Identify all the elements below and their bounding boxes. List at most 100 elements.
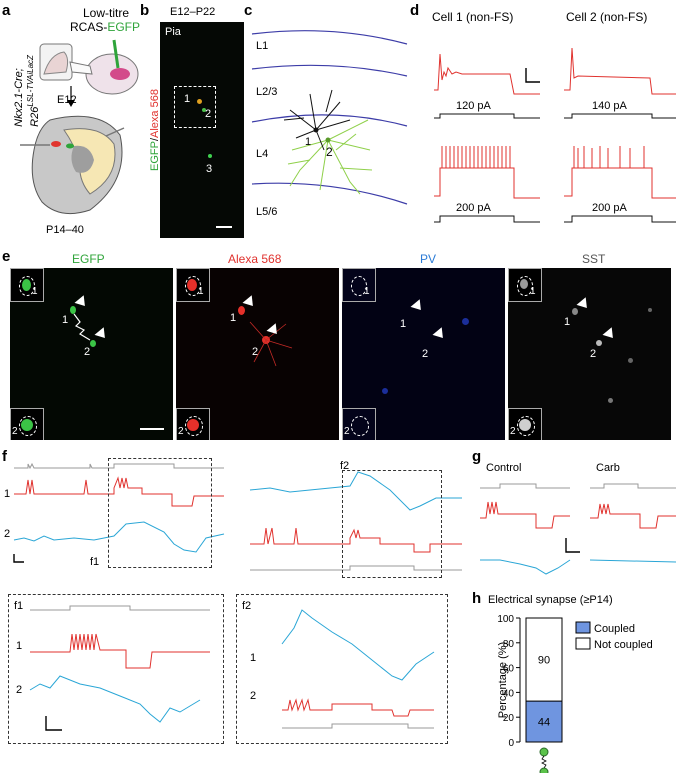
cell1-dot bbox=[197, 99, 202, 104]
roi-box bbox=[174, 86, 216, 128]
zoom-f1-trace2: 2 bbox=[16, 684, 23, 696]
panel-label-e: e bbox=[2, 248, 11, 265]
panel-label-b: b bbox=[140, 2, 150, 19]
cell2-title: Cell 2 (non-FS) bbox=[566, 10, 648, 24]
arrowhead bbox=[576, 297, 592, 312]
alexa-inset2 bbox=[176, 408, 210, 440]
zoom-box-f1 bbox=[108, 458, 212, 568]
inset2-num: 2 bbox=[510, 426, 516, 437]
cell1-label: 1 bbox=[184, 93, 191, 105]
sst-label1: 1 bbox=[564, 316, 571, 328]
arrowhead bbox=[74, 295, 90, 310]
y-tick-label: 40 bbox=[503, 688, 515, 699]
pv-label2: 2 bbox=[422, 348, 429, 360]
legend-swatch bbox=[575, 621, 591, 634]
panel-label-d: d bbox=[410, 2, 420, 19]
zoom-f1-trace1: 1 bbox=[16, 640, 23, 652]
scale-bar bbox=[140, 428, 164, 430]
egfp-cell2 bbox=[90, 340, 96, 347]
y-tick-label: 60 bbox=[503, 664, 515, 675]
pv-cell bbox=[382, 388, 388, 394]
cell-glyph-icon bbox=[539, 747, 549, 757]
layer-boundaries bbox=[251, 30, 408, 205]
inset1-num: 1 bbox=[32, 286, 38, 297]
zoom-f1-traces bbox=[29, 605, 210, 731]
stacked-bar-chart: 0 20 40 60 80 100 44 90 Coupled Not coupled bbox=[497, 614, 653, 773]
pia-label: Pia bbox=[165, 26, 181, 38]
layer-l1: L1 bbox=[256, 40, 269, 52]
neuron-reconstruction bbox=[283, 89, 373, 195]
ch-sst-title: SST bbox=[582, 252, 606, 266]
bar-count-label: 44 bbox=[538, 717, 550, 729]
trace1-label-left: 1 bbox=[4, 488, 11, 500]
age-analysis: P14–40 bbox=[46, 224, 84, 236]
sst-cell bbox=[596, 340, 602, 346]
zoom-box-f2 bbox=[342, 470, 442, 578]
inset-cell bbox=[187, 419, 199, 431]
arrowhead bbox=[242, 295, 258, 310]
zoom-f2-trace1: 1 bbox=[250, 652, 257, 664]
sst-cell bbox=[608, 398, 613, 403]
arrowhead bbox=[602, 327, 618, 342]
inset-cell bbox=[21, 419, 33, 431]
inset-cell bbox=[22, 279, 31, 291]
inset-outline bbox=[517, 276, 533, 296]
egfp-image: 1 2 1 2 bbox=[10, 268, 173, 440]
pv-cell bbox=[462, 318, 469, 325]
legend-label: Coupled bbox=[594, 623, 635, 635]
sst-cell bbox=[648, 308, 652, 312]
arrow-down-icon bbox=[67, 86, 75, 107]
neuron1-label: 1 bbox=[305, 136, 312, 148]
gap-junction-icon bbox=[73, 313, 91, 341]
y-tick-label: 100 bbox=[497, 614, 514, 625]
panel-label-f: f bbox=[2, 448, 7, 465]
egfp-cell1 bbox=[70, 306, 76, 314]
firing-traces bbox=[434, 47, 676, 223]
pv-label1: 1 bbox=[400, 318, 407, 330]
inset-outline bbox=[185, 276, 201, 296]
alexa-label2: 2 bbox=[252, 346, 259, 358]
y-tick-label: 20 bbox=[503, 713, 515, 724]
scale-bar bbox=[216, 226, 232, 228]
sst-cell bbox=[572, 308, 578, 315]
y-tick-label: 80 bbox=[503, 639, 515, 650]
alexa-image: 1 2 1 2 bbox=[176, 268, 339, 440]
sst-image: 1 2 1 2 bbox=[508, 268, 671, 440]
inset-outline bbox=[517, 416, 535, 436]
panel-b-image: Pia 1 2 3 bbox=[160, 22, 244, 238]
current-1: 120 pA bbox=[456, 100, 491, 112]
bar-count-label: 90 bbox=[538, 655, 550, 667]
pv-inset2 bbox=[342, 408, 376, 440]
zoom-panel-f2-label: f2 bbox=[242, 600, 252, 612]
pv-inset1 bbox=[342, 268, 376, 302]
cell2-dot bbox=[202, 108, 206, 112]
sst-inset1 bbox=[508, 268, 542, 302]
legend-label: Not coupled bbox=[594, 639, 653, 651]
inset2-num: 2 bbox=[12, 426, 18, 437]
cell1-title: Cell 1 (non-FS) bbox=[432, 10, 514, 24]
y-tick-label: 0 bbox=[508, 738, 514, 749]
panel-label-h: h bbox=[472, 590, 482, 607]
arrowhead bbox=[432, 327, 448, 342]
ch-pv-title: PV bbox=[420, 252, 437, 266]
zoom-panel-f1 bbox=[8, 594, 224, 744]
panel-label-g: g bbox=[472, 448, 482, 465]
inset-outline bbox=[19, 276, 35, 296]
dendrites bbox=[249, 321, 293, 367]
inset1-num: 1 bbox=[198, 286, 204, 297]
carb-label: Carb bbox=[596, 462, 620, 474]
zoom-box-f1-label: f1 bbox=[90, 556, 100, 568]
alexa-cell1 bbox=[238, 306, 245, 315]
rcas-title-line1: Low-titre bbox=[83, 6, 130, 20]
egfp-label2: 2 bbox=[84, 346, 91, 358]
cell2-label: 2 bbox=[205, 108, 212, 120]
panel-label-a: a bbox=[2, 2, 11, 19]
inset2-num: 2 bbox=[344, 426, 350, 437]
sst-cell bbox=[628, 358, 633, 363]
zoom-panel-f1-label: f1 bbox=[14, 600, 24, 612]
ch-egfp-title: EGFP bbox=[72, 252, 105, 266]
embryo-injection-illustration bbox=[39, 39, 139, 95]
inset1-num: 1 bbox=[364, 286, 370, 297]
gap-junction-glyph-icon bbox=[541, 755, 547, 769]
chart-title: Electrical synapse (≥P14) bbox=[488, 594, 613, 606]
